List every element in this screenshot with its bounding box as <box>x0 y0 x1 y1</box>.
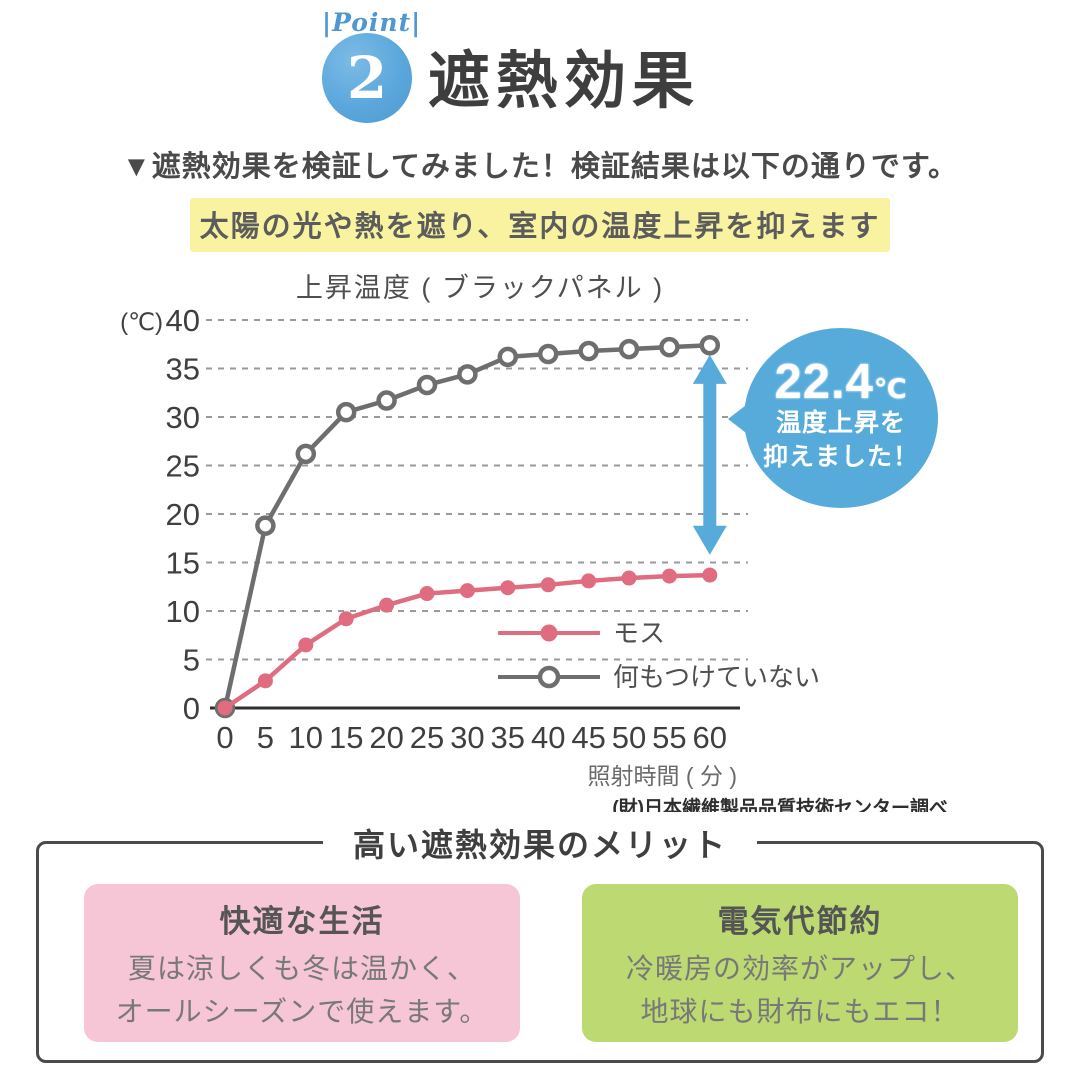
svg-text:モス: モス <box>613 618 665 648</box>
svg-text:25: 25 <box>166 449 200 484</box>
svg-text:60: 60 <box>693 720 727 755</box>
svg-text:55: 55 <box>652 720 686 755</box>
svg-text:10: 10 <box>289 720 323 755</box>
intro-text: ▼遮熱効果を検証してみました！検証結果は以下の通りです。 <box>122 151 958 183</box>
svg-text:0: 0 <box>183 691 200 726</box>
bubble-tail-icon <box>728 402 750 436</box>
page-title: 遮熱効果 <box>428 47 701 116</box>
svg-text:10: 10 <box>166 594 200 629</box>
chart-title: 上昇温度 ( ブラックパネル ) <box>295 273 665 303</box>
svg-text:30: 30 <box>166 400 200 435</box>
svg-text:5: 5 <box>257 720 274 755</box>
svg-text:(℃): (℃) <box>120 309 163 336</box>
merit-card-comfort-title: 快適な生活 <box>219 904 385 939</box>
highlighted-claim: 太陽の光や熱を遮り、室内の温度上昇を抑えます <box>189 198 891 252</box>
svg-text:40: 40 <box>166 303 200 338</box>
svg-text:45: 45 <box>571 720 605 755</box>
svg-text:何もつけていない: 何もつけていない <box>613 662 820 692</box>
annotation-line-1: 温度上昇を <box>775 409 906 437</box>
annotation-line-2: 抑えました！ <box>762 442 919 471</box>
highlight-row: 太陽の光や熱を遮り、室内の温度上昇を抑えます <box>0 198 1080 252</box>
annotation-bubble: 22.4℃ 温度上昇を 抑えました！ <box>728 328 938 508</box>
svg-text:15: 15 <box>166 546 200 581</box>
svg-text:40: 40 <box>531 720 565 755</box>
merit-card-savings-body: 冷暖房の効率がアップし、 地球にも財布にもエコ！ <box>625 953 974 1028</box>
svg-text:20: 20 <box>369 720 403 755</box>
svg-text:20: 20 <box>166 497 200 532</box>
svg-text:(財)日本繊維製品品質技術センター調べ: (財)日本繊維製品品質技術センター調べ <box>612 796 948 812</box>
svg-text:照射時間 ( 分 ): 照射時間 ( 分 ) <box>588 763 738 789</box>
svg-text:15: 15 <box>329 720 363 755</box>
merit-card-comfort-body: 夏は涼しくも冬は温かく、 オールシーズンで使えます。 <box>115 953 489 1028</box>
annotation-value: 22.4℃ <box>774 355 908 409</box>
merit-card-savings: 電気代節約 冷暖房の効率がアップし、 地球にも財布にもエコ！ <box>582 884 1018 1042</box>
svg-text:5: 5 <box>183 643 200 678</box>
svg-text:35: 35 <box>166 352 200 387</box>
svg-text:35: 35 <box>491 720 525 755</box>
point-number: 2 <box>346 44 388 112</box>
point-label: |Point| <box>322 8 422 37</box>
merit-card-savings-title: 電気代節約 <box>717 904 883 939</box>
merit-card-comfort: 快適な生活 夏は涼しくも冬は温かく、 オールシーズンで使えます。 <box>84 884 520 1042</box>
svg-text:25: 25 <box>410 720 444 755</box>
svg-text:0: 0 <box>216 720 233 755</box>
svg-text:50: 50 <box>612 720 646 755</box>
svg-text:30: 30 <box>450 720 484 755</box>
point-2-badge: 2 <box>322 33 412 123</box>
annotation-unit: ℃ <box>873 374 908 404</box>
